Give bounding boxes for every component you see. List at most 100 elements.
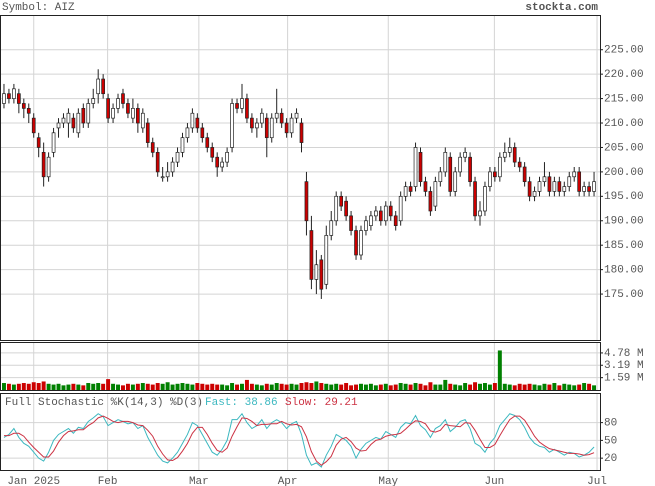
candle-body xyxy=(279,112,284,124)
candle-body xyxy=(21,103,26,109)
volume-bar xyxy=(522,384,527,390)
candle-body xyxy=(488,171,492,187)
candle-body xyxy=(215,156,220,168)
candle-body xyxy=(517,161,522,168)
candle-body xyxy=(101,78,105,95)
candle-body xyxy=(388,205,393,217)
volume-bar xyxy=(582,383,587,390)
volume-bar xyxy=(458,385,463,390)
candle-body xyxy=(408,186,413,192)
volume-bar xyxy=(240,383,244,390)
volume-bar xyxy=(349,385,354,390)
x-tick-label: Mar xyxy=(189,476,209,486)
candle-body xyxy=(240,98,244,109)
candle-body xyxy=(502,151,507,158)
volume-bar xyxy=(527,383,532,390)
volume-bar xyxy=(150,384,155,390)
volume-bar xyxy=(294,384,299,390)
volume-bar xyxy=(165,382,170,390)
candle-body xyxy=(398,195,403,222)
candle-body xyxy=(483,186,487,212)
candle-body xyxy=(220,161,224,168)
volume-bar xyxy=(244,379,249,390)
volume-bar xyxy=(16,383,21,390)
candle-body xyxy=(190,112,195,129)
volume-bar xyxy=(373,385,378,390)
volume-bar xyxy=(51,384,56,390)
candle-body xyxy=(418,151,423,183)
y-tick-label: 80 xyxy=(604,418,617,430)
candle-body xyxy=(354,230,358,256)
candle-body xyxy=(175,151,180,163)
volume-bar xyxy=(334,383,339,390)
volume-bar xyxy=(36,383,41,390)
legend-entry: Fast: 38.86 xyxy=(205,397,278,409)
candle-body xyxy=(458,156,463,173)
volume-bar xyxy=(101,383,106,390)
volume-bar xyxy=(274,383,279,390)
volume-bar xyxy=(532,384,537,390)
volume-bar xyxy=(160,383,165,390)
y-tick-label: 215.00 xyxy=(604,93,644,105)
y-tick-label: 175.00 xyxy=(604,289,644,301)
volume-bar xyxy=(319,383,324,390)
volume-bar xyxy=(408,384,413,390)
volume-bar xyxy=(190,384,195,390)
volume-bar xyxy=(180,383,185,390)
volume-bar xyxy=(210,383,215,390)
volume-bar xyxy=(393,384,398,390)
candle-body xyxy=(572,171,577,178)
candle-body xyxy=(289,117,294,134)
candle-body xyxy=(145,122,150,143)
volume-bar xyxy=(314,381,319,390)
candle-body xyxy=(369,215,373,226)
volume-bar xyxy=(155,383,160,390)
candle-body xyxy=(567,176,572,187)
y-tick-label: 20 xyxy=(604,453,617,465)
volume-bar xyxy=(26,383,31,390)
volume-bar xyxy=(46,383,51,390)
candle-body xyxy=(562,186,567,192)
volume-bar xyxy=(502,383,507,390)
candle-body xyxy=(522,166,527,183)
volume-bar xyxy=(344,383,349,390)
volume-bar xyxy=(542,383,547,390)
volume-bar xyxy=(205,384,210,390)
volume-bar xyxy=(61,385,66,390)
x-tick-label: Jun xyxy=(484,476,504,486)
volume-bar xyxy=(96,383,101,390)
volume-bar xyxy=(359,383,363,390)
volume-bar xyxy=(235,384,240,390)
candle-body xyxy=(126,103,130,114)
y-tick-label: 3.19 M xyxy=(604,360,644,372)
volume-bar xyxy=(567,384,572,390)
candle-body xyxy=(329,220,334,236)
candle-body xyxy=(136,108,140,124)
y-tick-label: 190.00 xyxy=(604,216,644,228)
volume-bar xyxy=(71,383,76,390)
candle-body xyxy=(106,98,110,119)
candle-body xyxy=(309,230,314,280)
candle-body xyxy=(210,147,215,158)
candle-body xyxy=(61,117,66,124)
volume-bar xyxy=(433,384,438,390)
y-tick-label: 50 xyxy=(604,435,617,447)
volume-bar xyxy=(225,385,230,390)
candle-body xyxy=(344,200,348,217)
candle-body xyxy=(378,210,383,222)
y-tick-label: 210.00 xyxy=(604,118,644,130)
volume-bar xyxy=(289,383,294,390)
candle-body xyxy=(250,117,254,129)
candle-body xyxy=(264,117,269,139)
candle-body xyxy=(478,210,482,217)
legend-entry: Slow: 29.21 xyxy=(285,397,358,409)
volume-bar xyxy=(215,384,220,390)
volume-bar xyxy=(86,383,91,390)
candle-body xyxy=(230,103,234,148)
candle-body xyxy=(200,127,205,139)
price-frame xyxy=(0,15,601,341)
volume-bar xyxy=(120,385,125,390)
volume-bar xyxy=(195,383,200,390)
y-tick-label: 180.00 xyxy=(604,265,644,277)
volume-bar xyxy=(116,384,121,390)
